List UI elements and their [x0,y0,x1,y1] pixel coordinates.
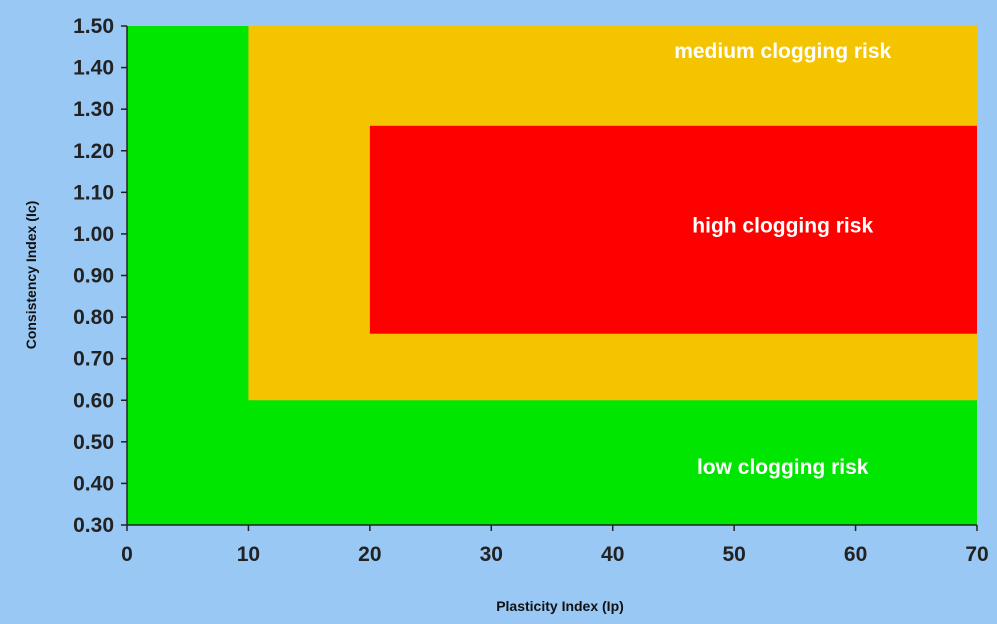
y-tick-label: 0.30 [73,514,114,537]
y-tick-label: 0.90 [73,265,114,288]
x-tick-label: 70 [965,543,988,566]
zone-labels: medium clogging risk high clogging risk lo… [674,40,891,479]
y-tick-label: 0.40 [73,472,114,495]
x-tick-label: 40 [601,543,624,566]
y-tick-label: 1.30 [73,98,114,121]
y-axis-title: Consistency Index (Ic) [23,201,39,350]
y-tick-label: 1.00 [73,223,114,246]
x-axis-ticks: 0 10 20 30 40 50 60 70 [121,525,989,566]
x-tick-label: 60 [844,543,867,566]
y-tick-label: 0.80 [73,306,114,329]
y-tick-label: 1.40 [73,57,114,80]
zone-label-medium: medium clogging risk [674,40,891,63]
y-tick-label: 1.20 [73,140,114,163]
zone-high-risk [369,125,977,334]
y-tick-label: 1.50 [73,15,114,38]
x-tick-label: 0 [121,543,133,566]
x-tick-label: 10 [237,543,260,566]
x-tick-label: 30 [480,543,503,566]
y-tick-label: 0.70 [73,348,114,371]
x-axis-title: Plasticity Index (Ip) [496,598,624,614]
risk-zones [127,26,977,525]
x-tick-label: 20 [358,543,381,566]
y-tick-label: 1.10 [73,181,114,204]
y-tick-label: 0.60 [73,389,114,412]
y-axis-ticks: 0.30 0.40 0.50 0.60 0.70 0.80 0.90 1.00 1.10 1.20… [73,15,127,537]
zone-label-high: high clogging risk [692,215,873,238]
x-tick-label: 50 [722,543,745,566]
y-tick-label: 0.50 [73,431,114,454]
zone-label-low: low clogging risk [697,456,869,479]
